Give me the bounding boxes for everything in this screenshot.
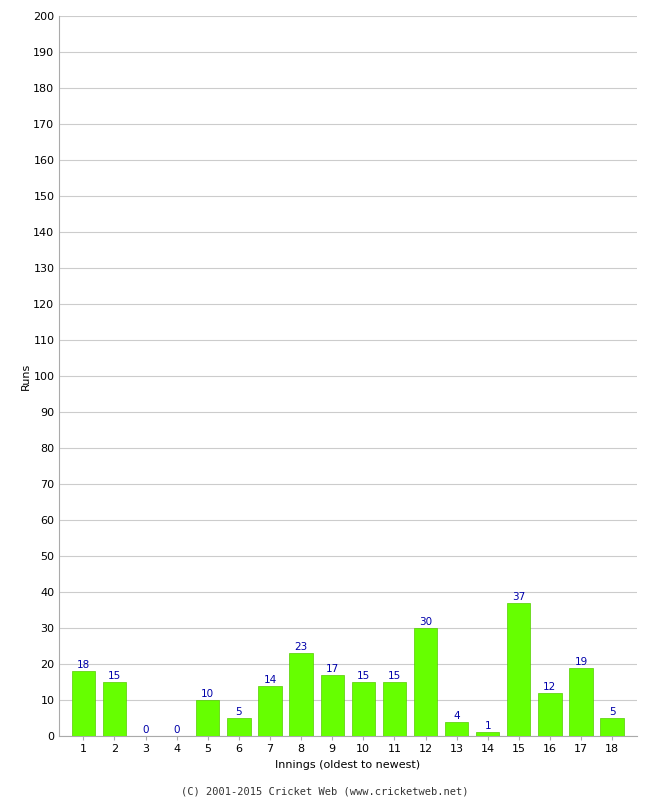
- Text: 12: 12: [543, 682, 556, 692]
- Bar: [72, 671, 95, 736]
- Y-axis label: Runs: Runs: [20, 362, 31, 390]
- Text: 18: 18: [77, 660, 90, 670]
- Text: 4: 4: [453, 710, 460, 721]
- Text: 15: 15: [388, 671, 401, 681]
- Bar: [196, 700, 220, 736]
- Bar: [445, 722, 468, 736]
- Bar: [103, 682, 126, 736]
- Text: 1: 1: [484, 722, 491, 731]
- Bar: [414, 628, 437, 736]
- Bar: [258, 686, 281, 736]
- Text: 5: 5: [609, 707, 616, 717]
- Text: 0: 0: [142, 725, 149, 735]
- Text: 23: 23: [294, 642, 307, 652]
- Text: 15: 15: [357, 671, 370, 681]
- Text: 14: 14: [263, 674, 277, 685]
- Text: 15: 15: [108, 671, 121, 681]
- Text: (C) 2001-2015 Cricket Web (www.cricketweb.net): (C) 2001-2015 Cricket Web (www.cricketwe…: [181, 786, 469, 796]
- Text: 30: 30: [419, 617, 432, 627]
- Text: 0: 0: [174, 725, 180, 735]
- Bar: [352, 682, 375, 736]
- Bar: [289, 653, 313, 736]
- Bar: [476, 733, 499, 736]
- Text: 17: 17: [326, 664, 339, 674]
- Text: 10: 10: [202, 689, 214, 699]
- Text: 5: 5: [235, 707, 242, 717]
- Bar: [569, 667, 593, 736]
- Bar: [601, 718, 624, 736]
- Bar: [538, 693, 562, 736]
- Bar: [507, 603, 530, 736]
- Text: 37: 37: [512, 592, 525, 602]
- Bar: [320, 675, 344, 736]
- Bar: [227, 718, 250, 736]
- Text: 19: 19: [575, 657, 588, 666]
- X-axis label: Innings (oldest to newest): Innings (oldest to newest): [275, 760, 421, 770]
- Bar: [383, 682, 406, 736]
